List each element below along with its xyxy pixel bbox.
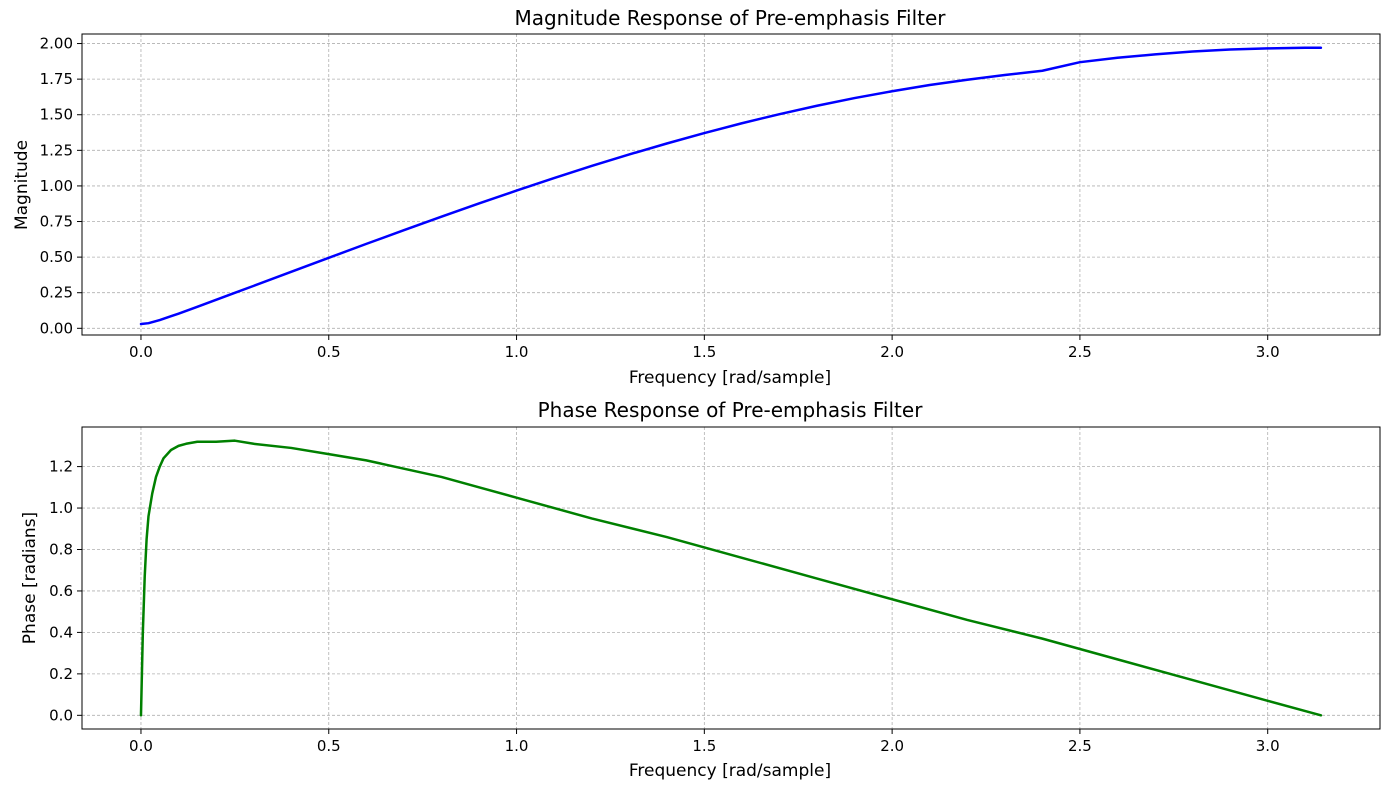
phase-series-line bbox=[139, 439, 1323, 717]
magnitude-y-tick-label: 2.00 bbox=[40, 35, 73, 53]
magnitude-y-tick-label: 0.75 bbox=[40, 213, 73, 231]
magnitude-axes-frame bbox=[81, 33, 1381, 336]
phase-y-tick-label: 0.6 bbox=[49, 582, 73, 600]
phase-y-tick-label: 1.0 bbox=[49, 499, 73, 517]
magnitude-x-tick-label: 1.0 bbox=[505, 343, 529, 361]
magnitude-x-tick-label: 1.5 bbox=[692, 343, 716, 361]
magnitude-y-tick-label: 0.50 bbox=[40, 248, 73, 266]
phase-axes-frame bbox=[81, 426, 1381, 730]
phase-chart-title: Phase Response of Pre-emphasis Filter bbox=[538, 398, 924, 422]
magnitude-y-axis-label: Magnitude bbox=[12, 140, 32, 230]
magnitude-series-line bbox=[139, 46, 1323, 326]
phase-x-tick-label: 1.5 bbox=[692, 737, 716, 755]
magnitude-y-tick-label: 0.00 bbox=[40, 319, 73, 337]
magnitude-x-tick-label: 3.0 bbox=[1256, 343, 1280, 361]
phase-x-tick-label: 0.5 bbox=[317, 737, 341, 755]
magnitude-x-tick-label: 0.0 bbox=[129, 343, 153, 361]
magnitude-x-axis-label: Frequency [rad/sample] bbox=[629, 368, 831, 388]
phase-x-tick-label: 2.0 bbox=[880, 737, 904, 755]
magnitude-x-tick-label: 0.5 bbox=[317, 343, 341, 361]
phase-y-tick-label: 0.4 bbox=[49, 623, 73, 641]
phase-y-tick-label: 0.2 bbox=[49, 665, 73, 683]
phase-y-tick-label: 1.2 bbox=[49, 458, 73, 476]
phase-x-axis-label: Frequency [rad/sample] bbox=[629, 761, 831, 781]
magnitude-chart: Magnitude Response of Pre-emphasis Filte… bbox=[12, 6, 1381, 388]
magnitude-y-tick-label: 1.50 bbox=[40, 106, 73, 124]
phase-y-tick-label: 0.0 bbox=[49, 706, 73, 724]
phase-chart: Phase Response of Pre-emphasis Filter Fr… bbox=[20, 398, 1381, 781]
phase-x-tick-label: 0.0 bbox=[129, 737, 153, 755]
phase-x-tick-label: 2.5 bbox=[1068, 737, 1092, 755]
phase-y-tick-label: 0.8 bbox=[49, 540, 73, 558]
magnitude-y-tick-label: 1.00 bbox=[40, 177, 73, 195]
phase-y-axis-label: Phase [radians] bbox=[20, 512, 40, 644]
magnitude-x-tick-label: 2.0 bbox=[880, 343, 904, 361]
magnitude-x-tick-label: 2.5 bbox=[1068, 343, 1092, 361]
phase-x-tick-label: 3.0 bbox=[1256, 737, 1280, 755]
phase-x-tick-label: 1.0 bbox=[505, 737, 529, 755]
magnitude-y-tick-label: 1.25 bbox=[40, 141, 73, 159]
magnitude-y-tick-label: 1.75 bbox=[40, 70, 73, 88]
magnitude-y-tick-label: 0.25 bbox=[40, 284, 73, 302]
magnitude-chart-title: Magnitude Response of Pre-emphasis Filte… bbox=[514, 6, 946, 30]
